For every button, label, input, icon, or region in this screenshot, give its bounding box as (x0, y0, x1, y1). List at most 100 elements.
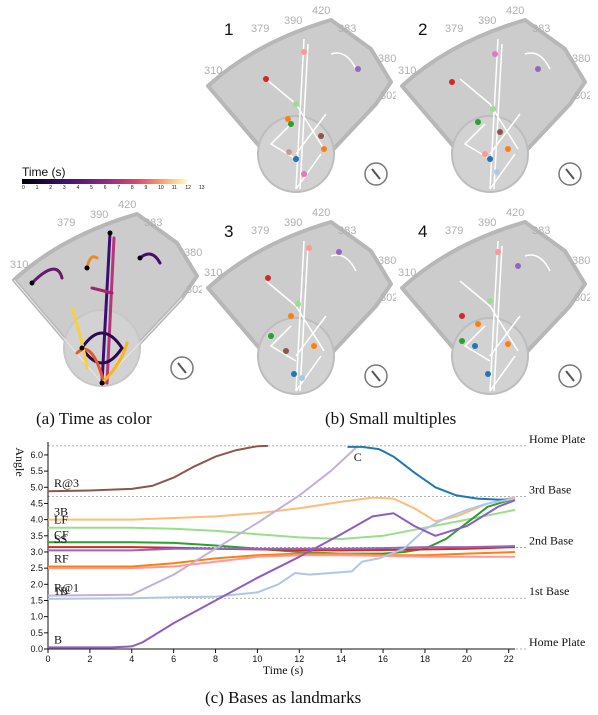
y-tick-label: 4.0 (30, 515, 43, 525)
player-paths (459, 240, 551, 392)
field-outfield (206, 18, 393, 193)
field-panel-multiple: 310 379 390 420 383 380 302 (204, 207, 396, 395)
x-tick-label: 2 (87, 654, 92, 664)
series-line (48, 551, 516, 568)
svg-text:310: 310 (10, 259, 28, 271)
distance-label: 310 (204, 267, 222, 279)
y-tick-label: 5.0 (30, 482, 43, 492)
player-dots (449, 51, 541, 175)
player-dot (515, 263, 521, 269)
landmark-label: 1st Base (529, 584, 569, 598)
x-tick-label: 10 (252, 654, 262, 664)
legend-tick: 11 (171, 185, 177, 191)
y-tick-label: 4.5 (30, 498, 43, 508)
series-label: 1B (54, 584, 68, 598)
player-dot (475, 119, 481, 125)
player-dot (295, 301, 301, 307)
player-dot (487, 298, 493, 304)
player-dot (492, 51, 498, 57)
player-dot (268, 333, 274, 339)
series-line (48, 496, 516, 523)
compass-icon (558, 162, 582, 186)
chart-series (47, 444, 516, 649)
distance-label: 390 (478, 15, 496, 27)
legend-tick: 3 (62, 185, 66, 191)
player-dot (490, 106, 496, 112)
player-dot (495, 249, 501, 255)
player-dot (285, 116, 291, 122)
player-dot (505, 146, 511, 152)
legend-tick: 13 (199, 185, 205, 191)
player-dot (494, 169, 500, 175)
landmark-lines: Home Plate 3rd Base 2nd Base 1st Base Home P… (48, 432, 585, 650)
distance-label: 310 (398, 65, 416, 77)
panel-number-2: 2 (418, 20, 428, 39)
legend-tick: 10 (158, 185, 164, 191)
distance-label: 310 (398, 267, 416, 279)
series-line (347, 445, 515, 501)
compass-icon (364, 162, 388, 186)
x-tick-label: 8 (213, 654, 218, 664)
distance-label: 379 (445, 23, 463, 35)
panel-number-1: 1 (224, 20, 234, 39)
player-dot (291, 371, 297, 377)
y-tick-label: 1.0 (30, 612, 43, 622)
player-dot (475, 321, 481, 327)
player-dot (301, 171, 307, 177)
player-dot (487, 156, 493, 162)
player-dots (263, 49, 361, 177)
x-tick-label: 0 (45, 654, 50, 664)
x-axis-label: Time (s) (263, 663, 304, 677)
distance-label: 302 (574, 90, 590, 102)
legend-tick: 2 (49, 185, 52, 191)
landmark-label: Home Plate (529, 432, 585, 446)
series-label: 3B (54, 505, 68, 519)
panel-number-4: 4 (418, 222, 428, 241)
caption-b: (b) Small multiples (325, 409, 457, 428)
player-dot (318, 133, 324, 139)
y-tick-label: 0.5 (30, 628, 43, 638)
field-outfield (206, 220, 393, 395)
y-tick-label: 5.5 (30, 466, 43, 476)
caption-a: (a) Time as color (36, 409, 152, 428)
distance-labels: 310 379 390 420 383 380 302 (10, 199, 202, 296)
distance-label: 383 (338, 225, 356, 237)
legend-tick: 8 (130, 185, 134, 191)
distance-label: 380 (378, 255, 396, 267)
time-color-ramp (22, 179, 187, 184)
player-dot (293, 156, 299, 162)
y-tick-label: 6.0 (30, 450, 43, 460)
distance-label: 390 (284, 217, 302, 229)
distance-label: 383 (338, 23, 356, 35)
player-dot (336, 249, 342, 255)
distance-label: 380 (378, 53, 396, 65)
field-panel-multiple: 310 379 390 420 383 380 302 (204, 5, 396, 193)
field-outfield (400, 18, 587, 193)
series-line (48, 546, 516, 552)
distance-label: 380 (572, 255, 590, 267)
x-tick-label: 6 (171, 654, 176, 664)
compass-icon (558, 364, 582, 388)
player-dot (265, 275, 271, 281)
angle-line-chart: Home Plate 3rd Base 2nd Base 1st Base Home P… (13, 432, 585, 677)
series-label: LF (54, 513, 68, 527)
legend-ticks: 0 1 2 3 4 5 6 7 8 9 10 11 12 13 (22, 185, 205, 195)
x-tick-label: 18 (420, 654, 430, 664)
player-dot (286, 149, 292, 155)
legend-tick: 1 (35, 185, 39, 191)
distance-label: 302 (380, 90, 396, 102)
player-dot (472, 343, 478, 349)
distance-label: 420 (312, 207, 330, 219)
compass-icon (364, 364, 388, 388)
x-tick-label: 20 (462, 654, 472, 664)
player-dot (497, 129, 503, 135)
series-label: B (54, 632, 62, 646)
svg-text:420: 420 (118, 199, 136, 211)
time-legend: Time (s) 0 1 2 3 4 5 6 7 8 9 10 11 12 13 (22, 166, 205, 196)
distance-label: 383 (532, 225, 550, 237)
x-tick-label: 12 (294, 654, 304, 664)
x-tick-label: 16 (378, 654, 388, 664)
x-tick-label: 4 (129, 654, 134, 664)
player-dot (293, 101, 299, 107)
